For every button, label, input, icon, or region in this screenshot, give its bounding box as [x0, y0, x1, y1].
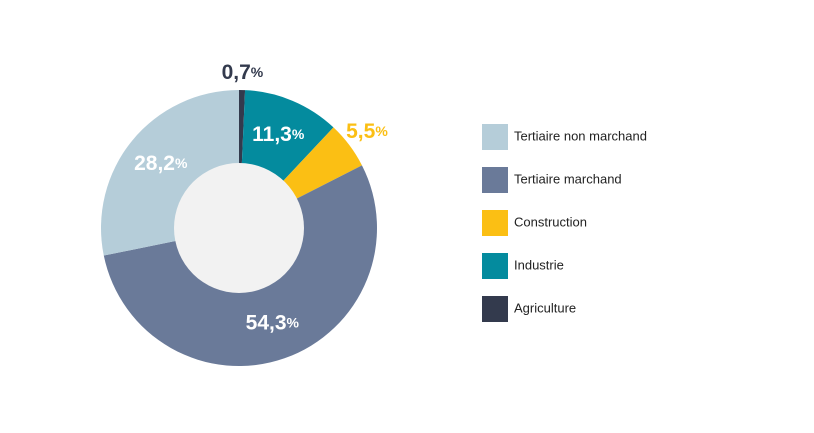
- legend-swatch: [482, 124, 508, 150]
- legend-label: Construction: [514, 214, 587, 229]
- value-number: 5,5: [346, 119, 376, 142]
- legend-label: Industrie: [514, 257, 564, 272]
- legend-swatch: [482, 296, 508, 322]
- value-number: 0,7: [222, 61, 251, 84]
- donut-hole: [174, 163, 304, 293]
- legend-label: Agriculture: [514, 300, 576, 315]
- legend-swatch: [482, 167, 508, 193]
- legend-label: Tertiaire non marchand: [514, 128, 647, 143]
- value-label: 54,3%: [246, 311, 300, 334]
- value-number: 28,2: [134, 152, 175, 175]
- legend-swatch: [482, 253, 508, 279]
- legend-swatch: [482, 210, 508, 236]
- value-unit: %: [292, 126, 305, 142]
- value-unit: %: [375, 123, 388, 139]
- value-unit: %: [287, 314, 300, 330]
- value-label: 5,5%: [346, 119, 388, 142]
- legend-label: Tertiaire marchand: [514, 171, 622, 186]
- value-label: 11,3%: [252, 122, 305, 145]
- value-number: 11,3: [252, 122, 292, 145]
- value-unit: %: [251, 64, 264, 80]
- value-number: 54,3: [246, 311, 287, 334]
- value-label: 28,2%: [134, 152, 188, 175]
- value-unit: %: [175, 155, 188, 171]
- value-label: 0,7%: [222, 61, 264, 84]
